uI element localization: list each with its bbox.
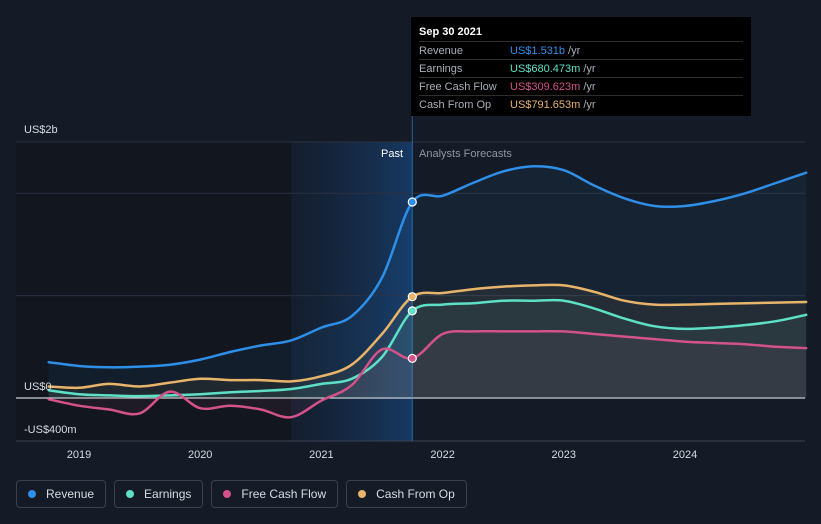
series-marker-earnings: [407, 306, 417, 316]
y-axis-zero-label: US$0: [24, 381, 52, 393]
series-marker-cash-from-op: [407, 292, 417, 302]
highlight-band: [291, 142, 413, 441]
tooltip-unit: /yr: [583, 63, 596, 75]
tooltip-unit: /yr: [583, 81, 596, 93]
legend-label: Cash From Op: [376, 487, 455, 501]
y-axis-bottom-label: -US$400m: [24, 424, 77, 436]
tooltip-value: US$309.623m: [510, 81, 581, 93]
legend: Revenue Earnings Free Cash Flow Cash Fro…: [16, 480, 467, 508]
tooltip-row-earnings: Earnings US$680.473m /yr: [419, 59, 743, 77]
legend-item-earnings[interactable]: Earnings: [114, 480, 204, 508]
y-axis-top-label: US$2b: [24, 124, 58, 136]
tooltip-label: Earnings: [419, 63, 463, 75]
legend-label: Free Cash Flow: [241, 487, 327, 501]
legend-dot-icon: [358, 490, 367, 498]
series-line-revenue: [47, 165, 808, 369]
tooltip-unit: /yr: [583, 99, 596, 111]
x-tick-label: 2019: [67, 449, 91, 461]
legend-item-revenue[interactable]: Revenue: [16, 480, 107, 508]
x-tick-label: 2024: [673, 449, 697, 461]
legend-item-free-cash-flow[interactable]: Free Cash Flow: [211, 480, 339, 508]
series-area-free-cash-flow: [48, 331, 807, 418]
legend-dot-icon: [28, 490, 36, 498]
tooltip-value: US$680.473m: [510, 63, 581, 75]
tooltip-unit: /yr: [568, 45, 581, 57]
series-marker-revenue: [407, 197, 417, 207]
tooltip-value: US$1.531b: [510, 45, 566, 57]
series-line-earnings: [47, 298, 808, 398]
legend-label: Earnings: [144, 487, 192, 501]
series-area-earnings: [48, 300, 807, 398]
tooltip-row-free-cash-flow: Free Cash Flow US$309.623m /yr: [419, 77, 743, 95]
tooltip-label: Cash From Op: [419, 99, 492, 111]
past-region-label: Past: [381, 148, 403, 160]
x-tick-label: 2022: [430, 449, 454, 461]
tooltip-row-cash-from-op: Cash From Op US$791.653m /yr: [419, 95, 743, 113]
tooltip-row-revenue: Revenue US$1.531b /yr: [419, 41, 743, 59]
series-line-cash-from-op: [47, 283, 808, 390]
legend-dot-icon: [223, 490, 232, 498]
legend-dot-icon: [126, 490, 135, 498]
x-tick-label: 2021: [309, 449, 333, 461]
tooltip-date: Sep 30 2021: [419, 26, 482, 38]
tooltip-value: US$791.653m: [510, 99, 581, 111]
x-tick-label: 2020: [188, 449, 212, 461]
legend-item-cash-from-op[interactable]: Cash From Op: [346, 480, 467, 508]
legend-label: Revenue: [46, 487, 95, 501]
series-area-cash-from-op: [48, 284, 807, 398]
forecast-region-label: Analysts Forecasts: [419, 148, 512, 160]
tooltip-label: Revenue: [419, 45, 464, 57]
series-marker-free-cash-flow: [407, 353, 417, 363]
x-tick-label: 2023: [552, 449, 576, 461]
series-line-free-cash-flow: [47, 329, 808, 419]
tooltip: Sep 30 2021 Revenue US$1.531b /yr Earnin…: [411, 17, 751, 116]
series-area-revenue: [48, 166, 807, 398]
tooltip-label: Free Cash Flow: [419, 81, 497, 93]
